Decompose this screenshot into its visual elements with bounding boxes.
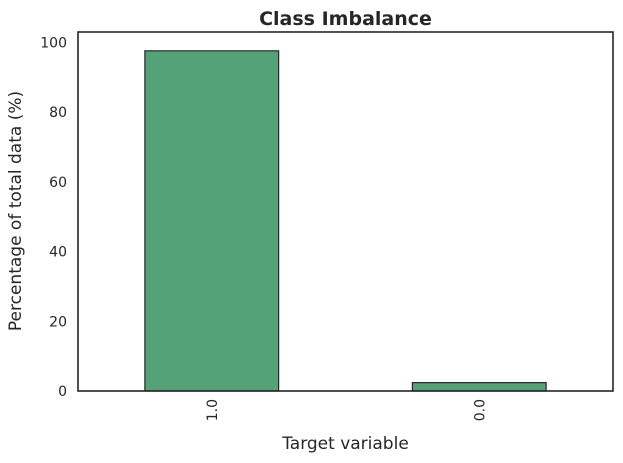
y-tick-label: 0 xyxy=(58,384,67,400)
x-tick-label: 1.0 xyxy=(205,399,221,421)
plot-frame xyxy=(77,31,614,392)
y-tick-labels: 0 20 40 60 80 100 xyxy=(40,35,67,400)
y-tick-label: 40 xyxy=(49,245,67,261)
y-tick-label: 100 xyxy=(40,35,67,51)
chart-title: Class Imbalance xyxy=(259,8,432,30)
bars-group xyxy=(144,50,547,392)
y-tick-label: 60 xyxy=(49,175,67,191)
y-tick-label: 20 xyxy=(49,314,67,330)
x-tick-label: 0.0 xyxy=(472,399,488,421)
y-tick-label: 80 xyxy=(49,105,67,121)
y-axis-label: Percentage of total data (%) xyxy=(6,91,26,331)
x-tick-labels: 1.0 0.0 xyxy=(205,399,489,421)
bar-1.0 xyxy=(144,50,280,392)
bar-0.0 xyxy=(411,382,547,392)
x-axis-label: Target variable xyxy=(281,434,409,454)
